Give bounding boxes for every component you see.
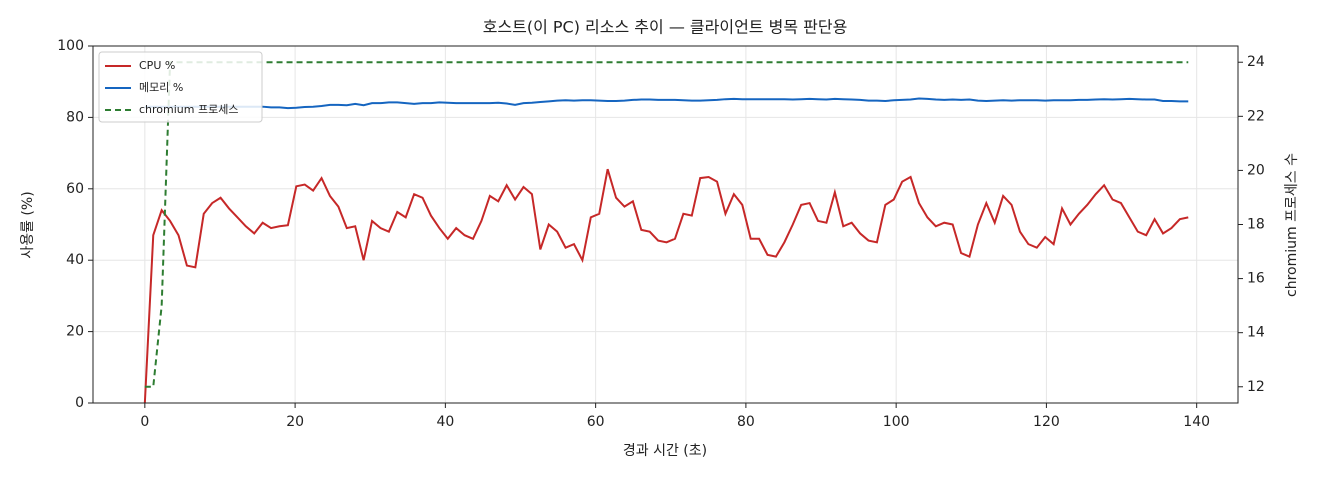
series-line bbox=[143, 168, 1189, 404]
legend-label: chromium 프로세스 bbox=[139, 103, 238, 116]
legend: CPU % 메모리 % chromium 프로세스 bbox=[98, 51, 263, 123]
x-tick-label: 0 bbox=[140, 414, 149, 430]
x-tick-label: 140 bbox=[1183, 414, 1210, 430]
y-tick-label: 80 bbox=[66, 109, 84, 125]
y2-tick-label: 16 bbox=[1247, 271, 1265, 287]
x-tick-label: 120 bbox=[1033, 414, 1060, 430]
legend-label: CPU % bbox=[139, 59, 175, 72]
x-tick-label: 80 bbox=[737, 414, 755, 430]
y-tick-label: 20 bbox=[66, 324, 84, 340]
y-tick-label: 60 bbox=[66, 181, 84, 197]
y2-axis-label: chromium 프로세스 수 bbox=[1284, 153, 1300, 297]
x-tick-label: 60 bbox=[587, 414, 605, 430]
legend-label: 메모리 % bbox=[139, 81, 183, 94]
y2-tick-label: 14 bbox=[1247, 325, 1265, 341]
legend-box bbox=[98, 51, 263, 123]
y-tick-label: 40 bbox=[66, 252, 84, 268]
x-tick-label: 100 bbox=[883, 414, 910, 430]
y-axis-label: 사용률 (%) bbox=[20, 191, 36, 258]
x-tick-label: 20 bbox=[286, 414, 304, 430]
series-line bbox=[144, 61, 1189, 388]
chart-title: 호스트(이 PC) 리소스 추이 — 클라이언트 병목 판단용 bbox=[483, 18, 848, 37]
y2-tick-label: 12 bbox=[1247, 379, 1265, 395]
y-tick-label: 0 bbox=[75, 395, 84, 411]
plot-frame bbox=[92, 45, 1239, 404]
series-line bbox=[144, 97, 1189, 110]
x-tick-label: 40 bbox=[436, 414, 454, 430]
y2-tick-label: 18 bbox=[1247, 217, 1265, 233]
y2-tick-label: 22 bbox=[1247, 108, 1265, 124]
y2-tick-label: 20 bbox=[1247, 162, 1265, 178]
y-tick-label: 100 bbox=[57, 38, 84, 54]
x-axis-label: 경과 시간 (초) bbox=[623, 443, 707, 459]
y2-tick-label: 24 bbox=[1247, 54, 1265, 70]
